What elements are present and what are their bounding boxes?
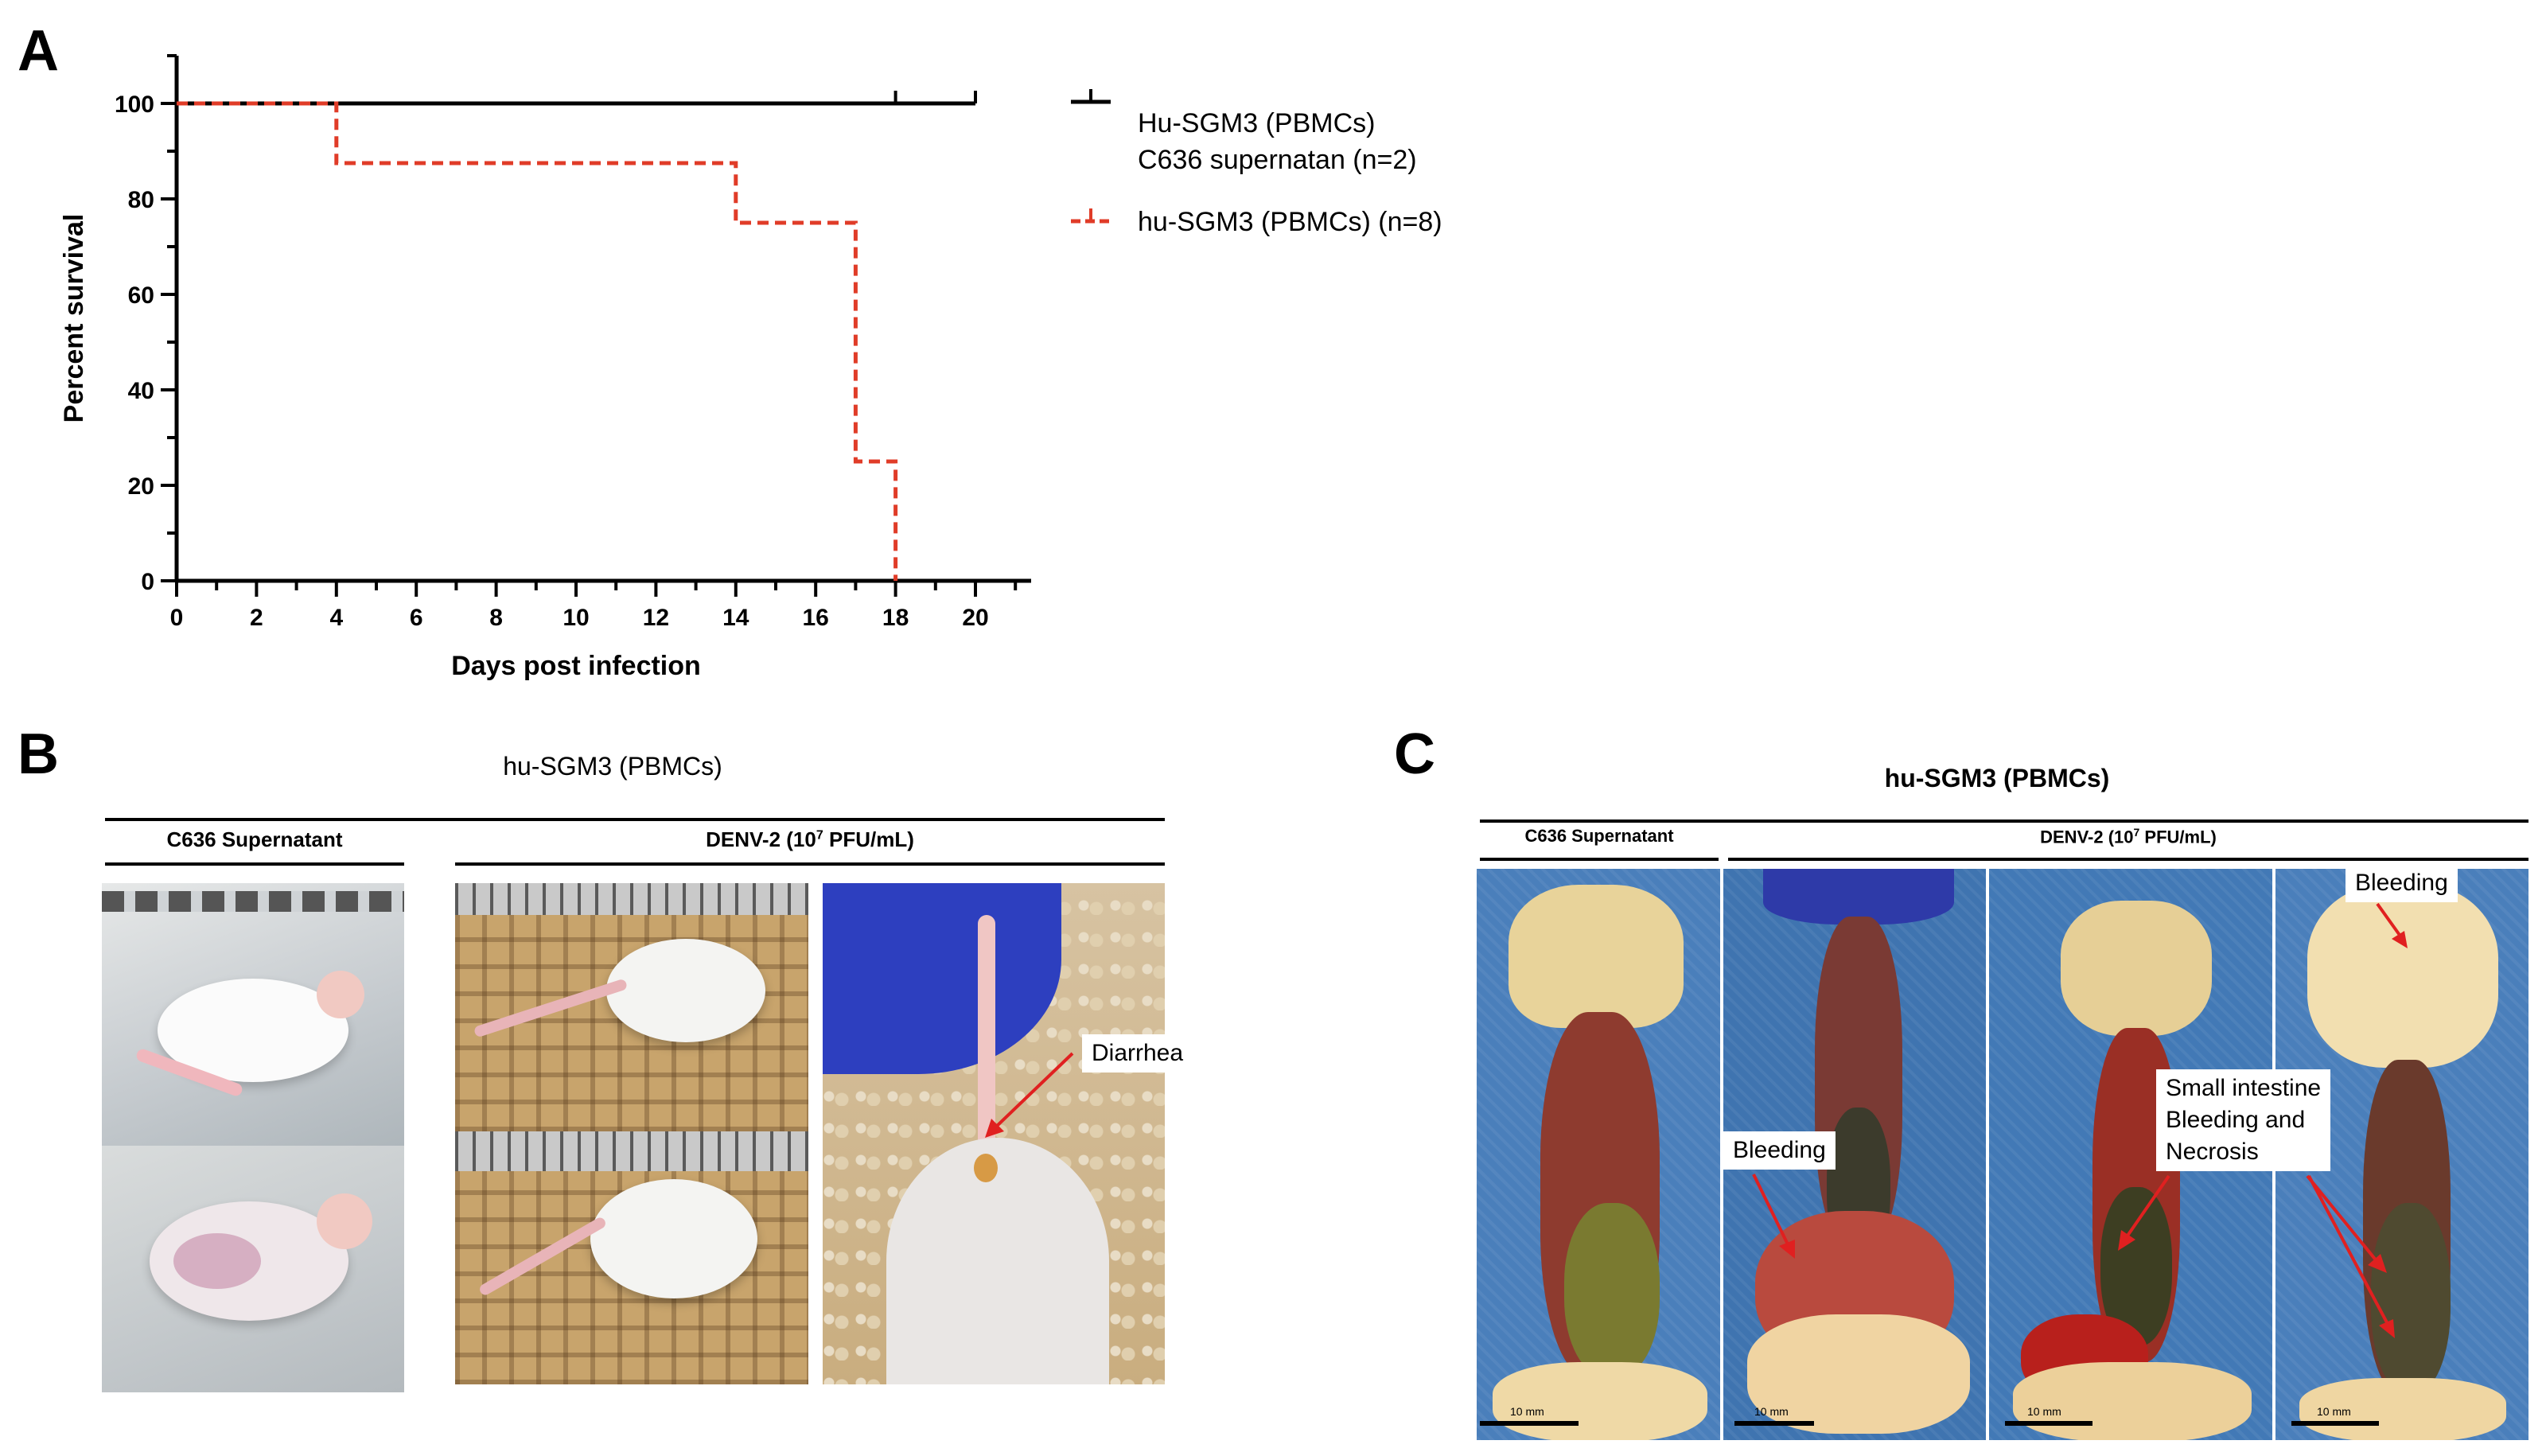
annotation-bleeding-1: Bleeding [1723, 1131, 1836, 1170]
series-line-2 [177, 101, 898, 581]
panel-c-infected-label: DENV-2 (107 PFU/mL) [1728, 826, 2528, 847]
scale-bar-1 [1480, 1421, 1579, 1426]
panel-c-infected-suffix: PFU/mL) [2139, 827, 2217, 847]
panel-c-infected-prefix: DENV-2 (10 [2040, 827, 2134, 847]
annotation-bleeding-2: Bleeding [2346, 864, 2458, 902]
panel-b-top-rule [105, 818, 1165, 821]
survival-chart: 0 20 40 60 80 100 0 2 4 6 8 10 12 14 16 18 20 Days post i… [59, 54, 1442, 681]
scale-bar-2 [1734, 1421, 1814, 1426]
arrow-bleeding-1 [1752, 1174, 1795, 1259]
panel-b-control-label: C636 Supernatant [166, 827, 343, 851]
scale-bar-3 [2005, 1421, 2092, 1426]
x-tick-label: 16 [803, 605, 829, 631]
scale-label-2: 10 mm [1754, 1405, 1789, 1418]
scale-bar-4 [2291, 1421, 2379, 1426]
x-tick-label: 6 [410, 605, 423, 631]
panel-b-title: hu-SGM3 (PBMCs) [503, 752, 722, 781]
y-axis-title: Percent survival [59, 214, 89, 423]
panel-c-control-label: C636 Supernatant [1524, 826, 1674, 846]
x-tick-label: 2 [250, 605, 263, 631]
y-tick-label: 0 [141, 569, 154, 595]
photo-necropsy-infected-3 [2275, 869, 2528, 1440]
legend-label-1: Hu-SGM3 (PBMCs) [1138, 108, 1375, 138]
x-tick-label: 14 [722, 605, 749, 631]
y-tick-label: 60 [128, 282, 154, 309]
x-tick-label: 0 [170, 605, 184, 631]
x-axis-title: Days post infection [451, 651, 701, 681]
y-tick-label: 80 [128, 187, 154, 213]
panel-b-infected-label: DENV-2 (107 PFU/mL) [455, 827, 1165, 852]
photo-necropsy-control [1477, 869, 1720, 1440]
panel-c-top-rule [1480, 819, 2528, 823]
annotation-intestine: Small intestine Bleeding and Necrosis [2156, 1069, 2331, 1171]
scale-label-4: 10 mm [2317, 1405, 2351, 1418]
annotation-intestine-line-2: Bleeding and [2166, 1107, 2306, 1133]
arrow-diarrhea [985, 1052, 1074, 1138]
arrows-intestine [2118, 1174, 2395, 1338]
legend-label-2: hu-SGM3 (PBMCs) (n=8) [1138, 207, 1442, 237]
panel-c-infected-rule [1728, 858, 2528, 861]
panel-c-infected-exp: 7 [2133, 826, 2140, 839]
y-tick-label: 40 [128, 378, 154, 404]
panel-b-infected-prefix: DENV-2 (10 [706, 827, 816, 851]
scale-label-3: 10 mm [2027, 1405, 2061, 1418]
panel-label-b: B [18, 722, 59, 786]
panel-b-infected-rule [455, 862, 1165, 866]
photo-control-mouse-bottom [102, 1146, 404, 1392]
x-tick-label: 10 [563, 605, 589, 631]
y-tick-label: 100 [115, 91, 154, 118]
y-tick-label: 20 [128, 473, 154, 500]
photo-infected-mouse-bottom [455, 1131, 808, 1384]
panel-label-c: C [1394, 722, 1435, 786]
x-tick-label: 12 [643, 605, 669, 631]
panel-b-control-rule [105, 862, 404, 866]
annotation-intestine-line-3: Necrosis [2166, 1139, 2259, 1165]
scale-label-1: 10 mm [1510, 1405, 1544, 1418]
annotation-diarrhea: Diarrhea [1082, 1034, 1193, 1073]
chart-axes: 0 20 40 60 80 100 0 2 4 6 8 10 12 14 16 18 20 Days post i… [59, 54, 1031, 681]
x-tick-label: 8 [489, 605, 503, 631]
photo-infected-mouse-top [455, 883, 808, 1131]
x-tick-label: 18 [882, 605, 909, 631]
photo-control-mouse-top [102, 883, 404, 1146]
annotation-intestine-line-1: Small intestine [2166, 1075, 2322, 1101]
legend-label-1: C636 supernatan (n=2) [1138, 145, 1417, 175]
panel-b-infected-suffix: PFU/mL) [823, 827, 914, 851]
panel-c-title: hu-SGM3 (PBMCs) [1884, 764, 2110, 792]
arrow-bleeding-2 [2376, 902, 2408, 948]
chart-series-layer [177, 91, 977, 581]
panel-label-a: A [18, 19, 59, 83]
panel-b-infected-exp: 7 [816, 828, 823, 843]
x-tick-label: 4 [329, 605, 343, 631]
chart-legend: Hu-SGM3 (PBMCs) C636 supernatan (n=2) hu-S… [1071, 89, 1442, 237]
x-tick-label: 20 [962, 605, 988, 631]
panel-c-control-rule [1480, 858, 1719, 861]
